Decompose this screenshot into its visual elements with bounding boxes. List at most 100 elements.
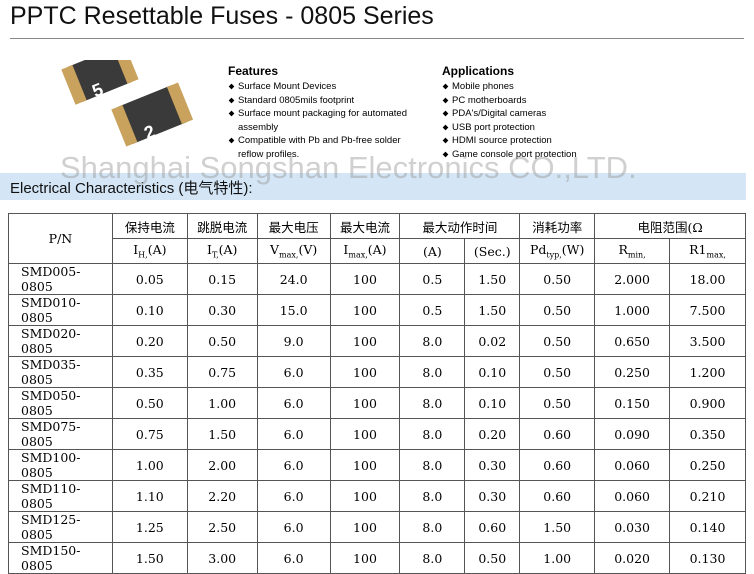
- value-cell: 6.0: [256, 356, 331, 388]
- header-text: 保持电流: [124, 219, 175, 235]
- header-cell: 最大电压: [256, 213, 331, 239]
- value-cell: 6.0: [256, 542, 331, 574]
- value-cell: 3.500: [669, 325, 746, 357]
- list-item: Standard 0805mils footprint: [228, 94, 428, 108]
- unit-cell: IT,(A): [186, 238, 258, 264]
- value-cell: 1.10: [111, 480, 188, 512]
- value-cell: 6.0: [256, 480, 331, 512]
- value-cell: 1.50: [186, 418, 258, 450]
- symbol: Pd: [529, 242, 547, 258]
- value-cell: 8.0: [399, 418, 466, 450]
- value-cell: 0.75: [186, 356, 258, 388]
- part-number: SMD035-0805: [8, 356, 113, 388]
- value-cell: 0.20: [464, 418, 521, 450]
- value-cell: 1.00: [519, 542, 596, 574]
- data-row: SMD020-0805 0.20 0.50 9.0 100 8.0 0.02 0.50 0.65…: [8, 325, 746, 357]
- value-cell: 0.30: [186, 294, 258, 326]
- unit: (Sec.): [473, 243, 511, 259]
- value-cell: 24.0: [256, 263, 331, 295]
- title: PPTC Resettable Fuses - 0805 Series: [10, 2, 434, 30]
- value-cell: 0.10: [111, 294, 188, 326]
- value-cell: 8.0: [399, 449, 466, 481]
- list-item: PDA's/Digital cameras: [442, 107, 612, 121]
- part-number: SMD010-0805: [8, 294, 113, 326]
- unit: (A): [367, 242, 387, 258]
- unit: (A): [422, 243, 442, 259]
- value-cell: 8.0: [399, 387, 466, 419]
- unit-cell: IH,(A): [111, 238, 188, 264]
- value-cell: 0.60: [464, 511, 521, 543]
- section-band: [0, 173, 746, 200]
- subscript: T,: [211, 250, 219, 260]
- value-cell: 100: [329, 387, 401, 419]
- value-cell: 8.0: [399, 356, 466, 388]
- value-cell: 2.50: [186, 511, 258, 543]
- part-number: SMD150-0805: [8, 542, 113, 574]
- subscript: max,: [706, 250, 726, 260]
- value-cell: 3.00: [186, 542, 258, 574]
- header-cell: 消耗功率: [519, 213, 596, 239]
- value-cell: 2.00: [186, 449, 258, 481]
- unit-cell: (Sec.): [464, 238, 521, 264]
- value-cell: 0.020: [594, 542, 671, 574]
- unit: (V): [298, 242, 318, 258]
- value-cell: 0.150: [594, 387, 671, 419]
- subscript: H,: [138, 250, 148, 260]
- value-cell: 1.000: [594, 294, 671, 326]
- value-cell: 6.0: [256, 387, 331, 419]
- value-cell: 9.0: [256, 325, 331, 357]
- title-rule: [10, 38, 744, 39]
- value-cell: 0.05: [111, 263, 188, 295]
- part-number: SMD050-0805: [8, 387, 113, 419]
- part-number: SMD125-0805: [8, 511, 113, 543]
- value-cell: 100: [329, 418, 401, 450]
- part-number: SMD005-0805: [8, 263, 113, 295]
- value-cell: 8.0: [399, 325, 466, 357]
- list-item: Surface mount packaging for automated as…: [228, 107, 428, 134]
- value-cell: 7.500: [669, 294, 746, 326]
- unit-cell: Imax,(A): [329, 238, 401, 264]
- symbol: I: [343, 242, 349, 258]
- value-cell: 100: [329, 325, 401, 357]
- subscript: min,: [627, 250, 646, 260]
- symbol: R: [618, 242, 628, 258]
- header-row: P/N 保持电流 跳脱电流 最大电压 最大电流 最大动作时间 消耗功率 电阻范围(Ω: [8, 213, 746, 264]
- list-item: Mobile phones: [442, 80, 612, 94]
- unit-cell: R1max,: [669, 238, 746, 264]
- subscript: max,: [348, 250, 368, 260]
- header-cell: 最大动作时间: [399, 213, 521, 239]
- value-cell: 15.0: [256, 294, 331, 326]
- value-cell: 100: [329, 263, 401, 295]
- header-cell: P/N: [8, 213, 113, 264]
- value-cell: 0.140: [669, 511, 746, 543]
- value-cell: 1.50: [464, 294, 521, 326]
- part-number: SMD020-0805: [8, 325, 113, 357]
- value-cell: 100: [329, 511, 401, 543]
- applications-heading: Applications: [442, 64, 515, 78]
- value-cell: 0.50: [464, 542, 521, 574]
- value-cell: 100: [329, 356, 401, 388]
- value-cell: 0.650: [594, 325, 671, 357]
- list-item: Game console port protection: [442, 148, 612, 162]
- spec-table: P/N 保持电流 跳脱电流 最大电压 最大电流 最大动作时间 消耗功率 电阻范围(Ω IH,(A…: [8, 213, 746, 574]
- part-number: SMD075-0805: [8, 418, 113, 450]
- value-cell: 0.50: [111, 387, 188, 419]
- value-cell: 0.210: [669, 480, 746, 512]
- list-item: Compatible with Pb and Pb-free solder re…: [228, 134, 428, 161]
- subscript: typ,: [546, 250, 562, 260]
- value-cell: 0.50: [519, 294, 596, 326]
- data-row: SMD110-0805 1.10 2.20 6.0 100 8.0 0.30 0.60 0.06…: [8, 480, 746, 512]
- unit-cell: Pdtyp,(W): [519, 238, 596, 264]
- value-cell: 2.000: [594, 263, 671, 295]
- header-cell: 保持电流: [111, 213, 188, 239]
- list-item: Surface Mount Devices: [228, 80, 428, 94]
- list-item: USB port protection: [442, 121, 612, 135]
- value-cell: 0.60: [519, 480, 596, 512]
- value-cell: 8.0: [399, 511, 466, 543]
- data-row: SMD100-0805 1.00 2.00 6.0 100 8.0 0.30 0.60 0.06…: [8, 449, 746, 481]
- value-cell: 0.20: [111, 325, 188, 357]
- symbol: R1: [689, 242, 707, 258]
- header-text: 跳脱电流: [197, 219, 248, 235]
- unit-cell: (A): [399, 238, 466, 264]
- page: PPTC Resettable Fuses - 0805 Series 5 2 …: [0, 0, 754, 525]
